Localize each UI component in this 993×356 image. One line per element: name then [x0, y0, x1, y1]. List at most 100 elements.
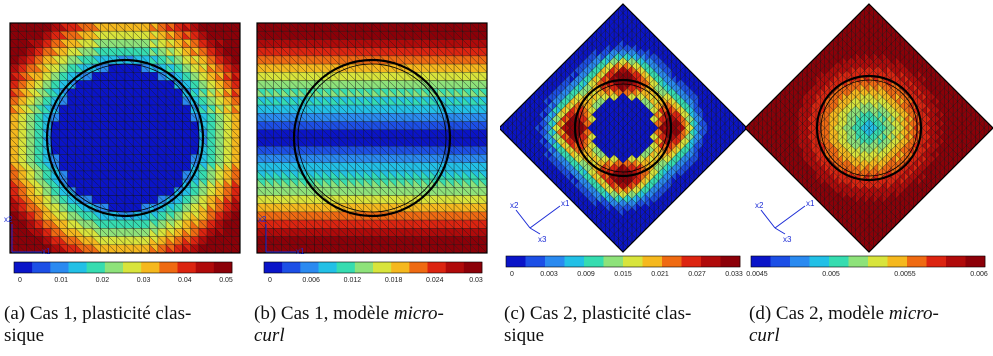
panel-a: x2 x1 0 0.01 0.02 0.03 0.04 0.05 (a) Cas 1, pla…	[0, 0, 248, 356]
colorbar-swatch	[603, 256, 624, 267]
colorbar-tick-label: 0	[18, 277, 22, 284]
panel-a-tag: (a)	[4, 303, 26, 324]
panel-b-field	[256, 22, 488, 254]
colorbar-frame	[263, 261, 483, 274]
colorbar-swatch	[14, 262, 33, 273]
panel-a-axes: x2 x1	[4, 215, 51, 256]
panel-b: x2 x1 0 0.006 0.012 0.018 0.024 0.03 (b) Cas 1,…	[250, 0, 498, 356]
colorbar-swatch	[282, 262, 301, 273]
axis-x1-label: x1	[296, 247, 305, 256]
colorbar-swatch	[409, 262, 428, 273]
colorbar-swatch	[391, 262, 410, 273]
colorbar-swatch	[681, 256, 702, 267]
panel-c: x2 x1 x3 0 0.003 0.009 0.015 0.021 0.027 0.033 (c…	[500, 0, 748, 356]
colorbar-swatch	[264, 262, 283, 273]
colorbar-swatch	[177, 262, 196, 273]
colorbar-tick-label: 0	[268, 277, 272, 284]
colorbar-frame	[13, 261, 233, 274]
panel-c-caption-text: Cas 2, plasticité clas-	[529, 303, 692, 324]
colorbar-tick-label: 0.02	[96, 277, 110, 284]
panel-c-border	[500, 3, 748, 253]
panel-b-caption: (b) Cas 1, modèle micro- curl	[254, 303, 492, 347]
axis-x3-line	[529, 227, 541, 235]
panel-b-border	[256, 22, 488, 254]
panel-a-caption-text: Cas 1, plasticité clas-	[29, 303, 192, 324]
panel-c-caption: (c) Cas 2, plasticité clas- sique	[504, 303, 742, 347]
colorbar-swatch	[354, 262, 374, 273]
panel-b-caption-line2: curl	[254, 325, 285, 346]
colorbar-swatch	[701, 256, 721, 267]
inclusion-circle	[45, 58, 205, 218]
panel-c-field	[500, 3, 748, 253]
colorbar-swatch	[564, 256, 585, 267]
colorbar-swatch	[300, 262, 319, 273]
colorbar-swatch	[141, 262, 160, 273]
axis-x2-label: x2	[258, 215, 267, 224]
colorbar-swatch	[506, 256, 526, 267]
colorbar-swatch	[584, 256, 604, 267]
colorbar-swatch	[642, 256, 663, 267]
colorbar-swatch	[525, 256, 546, 267]
panel-a-caption: (a) Cas 1, plasticité clas- sique	[4, 303, 242, 347]
inclusion-circle	[292, 58, 452, 218]
panel-a-border	[9, 22, 241, 254]
panel-c-tag: (c)	[504, 303, 526, 324]
colorbar-swatch	[195, 262, 215, 273]
axis-x1-line	[529, 205, 561, 229]
colorbar-tick-label: 0.024	[426, 277, 444, 284]
colorbar-tick-label: 0.01	[54, 277, 68, 284]
colorbar-tick-label: 0.03	[137, 277, 151, 284]
axis-x2-label: x2	[510, 201, 519, 210]
colorbar-swatch	[159, 262, 178, 273]
axis-x2-line	[515, 209, 531, 229]
colorbar-swatch	[545, 256, 565, 267]
colorbar-tick-label: 0	[510, 271, 514, 278]
colorbar-swatch	[123, 262, 142, 273]
colorbar-swatch	[427, 262, 446, 273]
colorbar-swatch	[318, 262, 337, 273]
panel-b-colorbar: 0 0.006 0.012 0.018 0.024 0.03	[263, 261, 483, 284]
axis-x1-label: x1	[561, 199, 570, 208]
colorbar-swatch	[50, 262, 69, 273]
axis-x2-label: x2	[4, 215, 13, 224]
colorbar-swatch	[662, 256, 682, 267]
colorbar-tick-label: 0.015	[614, 271, 632, 278]
panel-c-caption-line2: sique	[504, 325, 545, 346]
colorbar-tick-label: 0.009	[577, 271, 595, 278]
axis-x1-label: x1	[42, 247, 51, 256]
panel-d: x2 x1 x3 0.0045 0.005 0.0055 0.006 (d) Cas 2, …	[745, 0, 993, 356]
colorbar-swatch	[373, 262, 392, 273]
panel-b-plot: x2 x1 0 0.006 0.012 0.018 0.024 0.03	[256, 22, 488, 284]
inclusion-circle	[573, 78, 673, 178]
panel-b-tag: (b)	[254, 303, 277, 324]
panel-a-plot: x2 x1 0 0.01 0.02 0.03 0.04 0.05	[4, 22, 241, 284]
panel-a-colorbar: 0 0.01 0.02 0.03 0.04 0.05	[13, 261, 233, 284]
colorbar-swatch	[68, 262, 87, 273]
colorbar-tick-label: 0.033	[725, 271, 743, 278]
colorbar-tick-label: 0.05	[219, 277, 233, 284]
colorbar-tick-label: 0.027	[688, 271, 706, 278]
panel-b-caption-em: micro-	[393, 303, 444, 324]
colorbar-swatch	[623, 256, 643, 267]
panel-a-field	[9, 22, 241, 254]
inclusion-inner-ring	[578, 83, 668, 173]
colorbar-tick-label: 0.006	[302, 277, 320, 284]
panel-a-caption-line2: sique	[4, 325, 45, 346]
inclusion-inner-ring	[50, 63, 200, 213]
colorbar-swatch	[86, 262, 106, 273]
colorbar-swatch	[336, 262, 356, 273]
colorbar-tick-label: 0.018	[385, 277, 403, 284]
panel-b-caption-text: Cas 1, modèle	[280, 303, 390, 324]
colorbar-tick-label: 0.04	[178, 277, 192, 284]
colorbar-swatch	[32, 262, 51, 273]
colorbar-frame	[505, 255, 741, 268]
panel-c-colorbar: 0 0.003 0.009 0.015 0.021 0.027 0.033	[505, 255, 743, 278]
colorbar-tick-label: 0.012	[344, 277, 362, 284]
colorbar-swatch	[445, 262, 465, 273]
colorbar-swatch	[213, 262, 233, 273]
colorbar-tick-label: 0.03	[469, 277, 483, 284]
colorbar-swatch	[104, 262, 124, 273]
